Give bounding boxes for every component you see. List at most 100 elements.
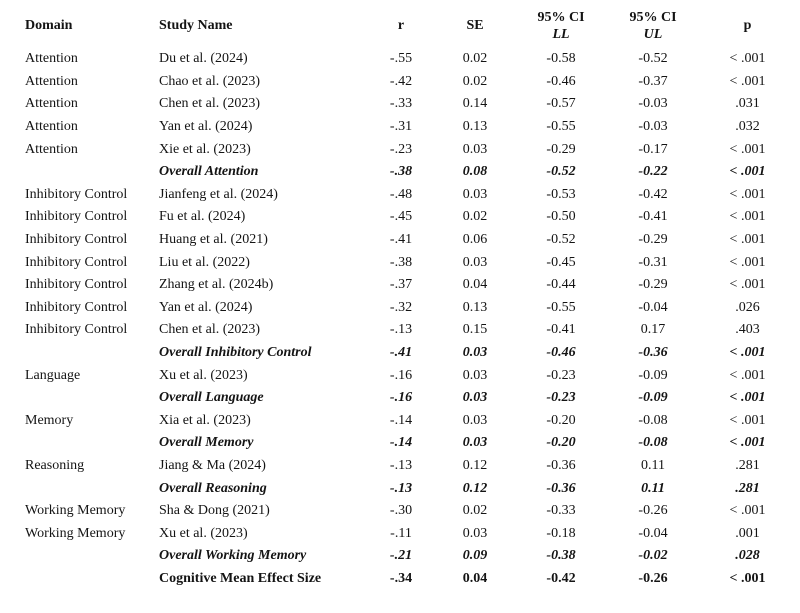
cell-ci-ul: -0.29 (638, 277, 668, 293)
cell-r: -.13 (389, 322, 413, 338)
cell-ci-ll: -0.36 (546, 457, 576, 473)
cell-ci-ll: -0.52 (546, 164, 576, 180)
cell-se: 0.03 (462, 435, 488, 451)
cell-study-name: Cognitive Mean Effect Size (159, 570, 322, 586)
header-study-name: Study Name (159, 18, 233, 33)
cell-p: .001 (735, 525, 760, 541)
cell-se: 0.13 (462, 119, 488, 135)
table-row: Cognitive Mean Effect Size -.34 0.04 -0.42 -… (4, 568, 796, 591)
cell-se: 0.03 (462, 345, 488, 361)
cell-se: 0.04 (462, 570, 488, 586)
cell-r: -.38 (389, 254, 413, 270)
cell-study-name: Chen et al. (2023) (159, 322, 261, 338)
cell-r: -.34 (389, 570, 413, 586)
header-row: Domain Study Name r SE 95% CI LL 95% CI … (4, 4, 796, 48)
cell-ci-ul: -0.03 (638, 119, 668, 135)
cell-p: < .001 (729, 73, 766, 89)
cell-ci-ul: -0.42 (638, 186, 668, 202)
cell-r: -.21 (389, 548, 413, 564)
cell-ci-ul: -0.02 (638, 548, 668, 564)
cell-domain: Working Memory (25, 503, 126, 519)
cell-ci-ul: -0.08 (638, 412, 668, 428)
cell-p: < .001 (729, 570, 766, 586)
cell-study-name: Overall Working Memory (159, 548, 307, 564)
cell-r: -.48 (389, 186, 413, 202)
cell-p: .031 (735, 96, 760, 112)
cell-domain (4, 568, 139, 591)
table-row: Attention Yan et al. (2024) -.31 0.13 -0.55 -… (4, 116, 796, 139)
table-row: Attention Chao et al. (2023) -.42 0.02 -0.46… (4, 71, 796, 94)
cell-study-name: Yan et al. (2024) (159, 299, 253, 315)
cell-ci-ul: -0.03 (638, 96, 668, 112)
cell-r: -.30 (389, 503, 413, 519)
cell-domain: Reasoning (25, 457, 85, 473)
cell-r: -.14 (389, 412, 413, 428)
cell-se: 0.13 (462, 299, 488, 315)
cell-r: -.37 (389, 277, 413, 293)
cell-domain: Memory (25, 412, 74, 428)
cell-ci-ll: -0.20 (546, 435, 576, 451)
cell-p: < .001 (729, 412, 766, 428)
cell-ci-ll: -0.29 (546, 141, 576, 157)
cell-ci-ll: -0.42 (546, 570, 576, 586)
cell-study-name: Yan et al. (2024) (159, 119, 253, 135)
cell-p: .032 (735, 119, 760, 135)
cell-ci-ul: -0.52 (638, 51, 668, 67)
cell-p: < .001 (729, 186, 766, 202)
cell-r: -.13 (389, 480, 413, 496)
cell-r: -.33 (389, 96, 413, 112)
cell-ci-ll: -0.36 (546, 480, 576, 496)
cell-r: -.11 (390, 525, 412, 541)
table-row: Inhibitory Control Chen et al. (2023) -.13… (4, 319, 796, 342)
cell-ci-ul: -0.04 (638, 525, 668, 541)
cell-study-name: Xia et al. (2023) (159, 412, 251, 428)
cell-se: 0.03 (462, 186, 488, 202)
cell-ci-ul: -0.22 (638, 164, 668, 180)
cell-r: -.16 (389, 367, 413, 383)
cell-domain (4, 477, 139, 500)
cell-se: 0.02 (462, 73, 488, 89)
cell-domain: Attention (25, 51, 78, 67)
cell-study-name: Huang et al. (2021) (159, 232, 268, 248)
cell-study-name: Overall Language (159, 390, 264, 406)
table-row: Overall Reasoning -.13 0.12 -0.36 0.11 .281 (4, 477, 796, 500)
cell-ci-ll: -0.53 (546, 186, 576, 202)
cell-p: .281 (735, 457, 760, 473)
cell-p: < .001 (729, 141, 766, 157)
cell-ci-ul: -0.08 (638, 435, 668, 451)
cell-ci-ul: 0.11 (641, 457, 665, 473)
cell-domain: Working Memory (25, 525, 126, 541)
cell-r: -.41 (389, 232, 413, 248)
cell-r: -.55 (389, 51, 413, 67)
cell-ci-ll: -0.23 (546, 390, 576, 406)
cell-p: .281 (735, 480, 760, 496)
cell-domain: Attention (25, 119, 78, 135)
cell-se: 0.03 (462, 141, 488, 157)
cell-study-name: Sha & Dong (2021) (159, 503, 270, 519)
header-domain: Domain (25, 18, 73, 33)
cell-domain (4, 342, 139, 365)
cell-study-name: Liu et al. (2022) (159, 254, 250, 270)
cell-r: -.23 (389, 141, 413, 157)
cell-ci-ul: -0.29 (638, 232, 668, 248)
cell-se: 0.09 (462, 548, 488, 564)
cell-p: < .001 (729, 164, 766, 180)
table-row: Overall Language -.16 0.03 -0.23 -0.09 < .001 (4, 387, 796, 410)
cell-study-name: Fu et al. (2024) (159, 209, 246, 225)
cell-study-name: Zhang et al. (2024b) (159, 277, 274, 293)
cell-ci-ll: -0.44 (546, 277, 576, 293)
cell-se: 0.04 (462, 277, 488, 293)
cell-p: .026 (735, 299, 760, 315)
cell-domain (4, 161, 139, 184)
table-row: Inhibitory Control Fu et al. (2024) -.45 0.… (4, 206, 796, 229)
cell-study-name: Overall Attention (159, 164, 259, 180)
header-ci-ul-line1: 95% CI (629, 9, 677, 25)
cell-r: -.38 (389, 164, 413, 180)
cell-domain: Language (25, 367, 81, 383)
cell-study-name: Overall Memory (159, 435, 254, 451)
header-ci-ll-line1: 95% CI (537, 9, 585, 25)
cell-study-name: Xie et al. (2023) (159, 141, 251, 157)
cell-se: 0.03 (462, 412, 488, 428)
cell-ci-ul: -0.41 (638, 209, 668, 225)
cell-domain: Inhibitory Control (25, 232, 128, 248)
